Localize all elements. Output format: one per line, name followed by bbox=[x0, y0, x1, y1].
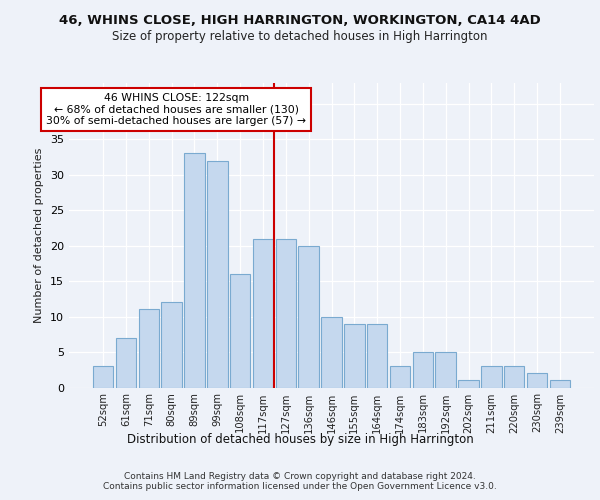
Bar bbox=[321, 316, 342, 388]
Bar bbox=[481, 366, 502, 388]
Bar bbox=[253, 238, 273, 388]
Bar bbox=[275, 238, 296, 388]
Bar bbox=[367, 324, 388, 388]
Bar bbox=[504, 366, 524, 388]
Text: Contains public sector information licensed under the Open Government Licence v3: Contains public sector information licen… bbox=[103, 482, 497, 491]
Text: 46 WHINS CLOSE: 122sqm
← 68% of detached houses are smaller (130)
30% of semi-de: 46 WHINS CLOSE: 122sqm ← 68% of detached… bbox=[46, 93, 306, 126]
Text: Distribution of detached houses by size in High Harrington: Distribution of detached houses by size … bbox=[127, 433, 473, 446]
Bar bbox=[184, 154, 205, 388]
Bar bbox=[161, 302, 182, 388]
Bar bbox=[344, 324, 365, 388]
Text: Contains HM Land Registry data © Crown copyright and database right 2024.: Contains HM Land Registry data © Crown c… bbox=[124, 472, 476, 481]
Text: 46, WHINS CLOSE, HIGH HARRINGTON, WORKINGTON, CA14 4AD: 46, WHINS CLOSE, HIGH HARRINGTON, WORKIN… bbox=[59, 14, 541, 27]
Bar bbox=[298, 246, 319, 388]
Bar bbox=[230, 274, 250, 388]
Bar bbox=[207, 160, 227, 388]
Bar bbox=[550, 380, 570, 388]
Bar bbox=[390, 366, 410, 388]
Bar bbox=[527, 374, 547, 388]
Y-axis label: Number of detached properties: Number of detached properties bbox=[34, 148, 44, 322]
Text: Size of property relative to detached houses in High Harrington: Size of property relative to detached ho… bbox=[112, 30, 488, 43]
Bar bbox=[458, 380, 479, 388]
Bar bbox=[139, 310, 159, 388]
Bar bbox=[436, 352, 456, 388]
Bar bbox=[93, 366, 113, 388]
Bar bbox=[116, 338, 136, 388]
Bar bbox=[413, 352, 433, 388]
